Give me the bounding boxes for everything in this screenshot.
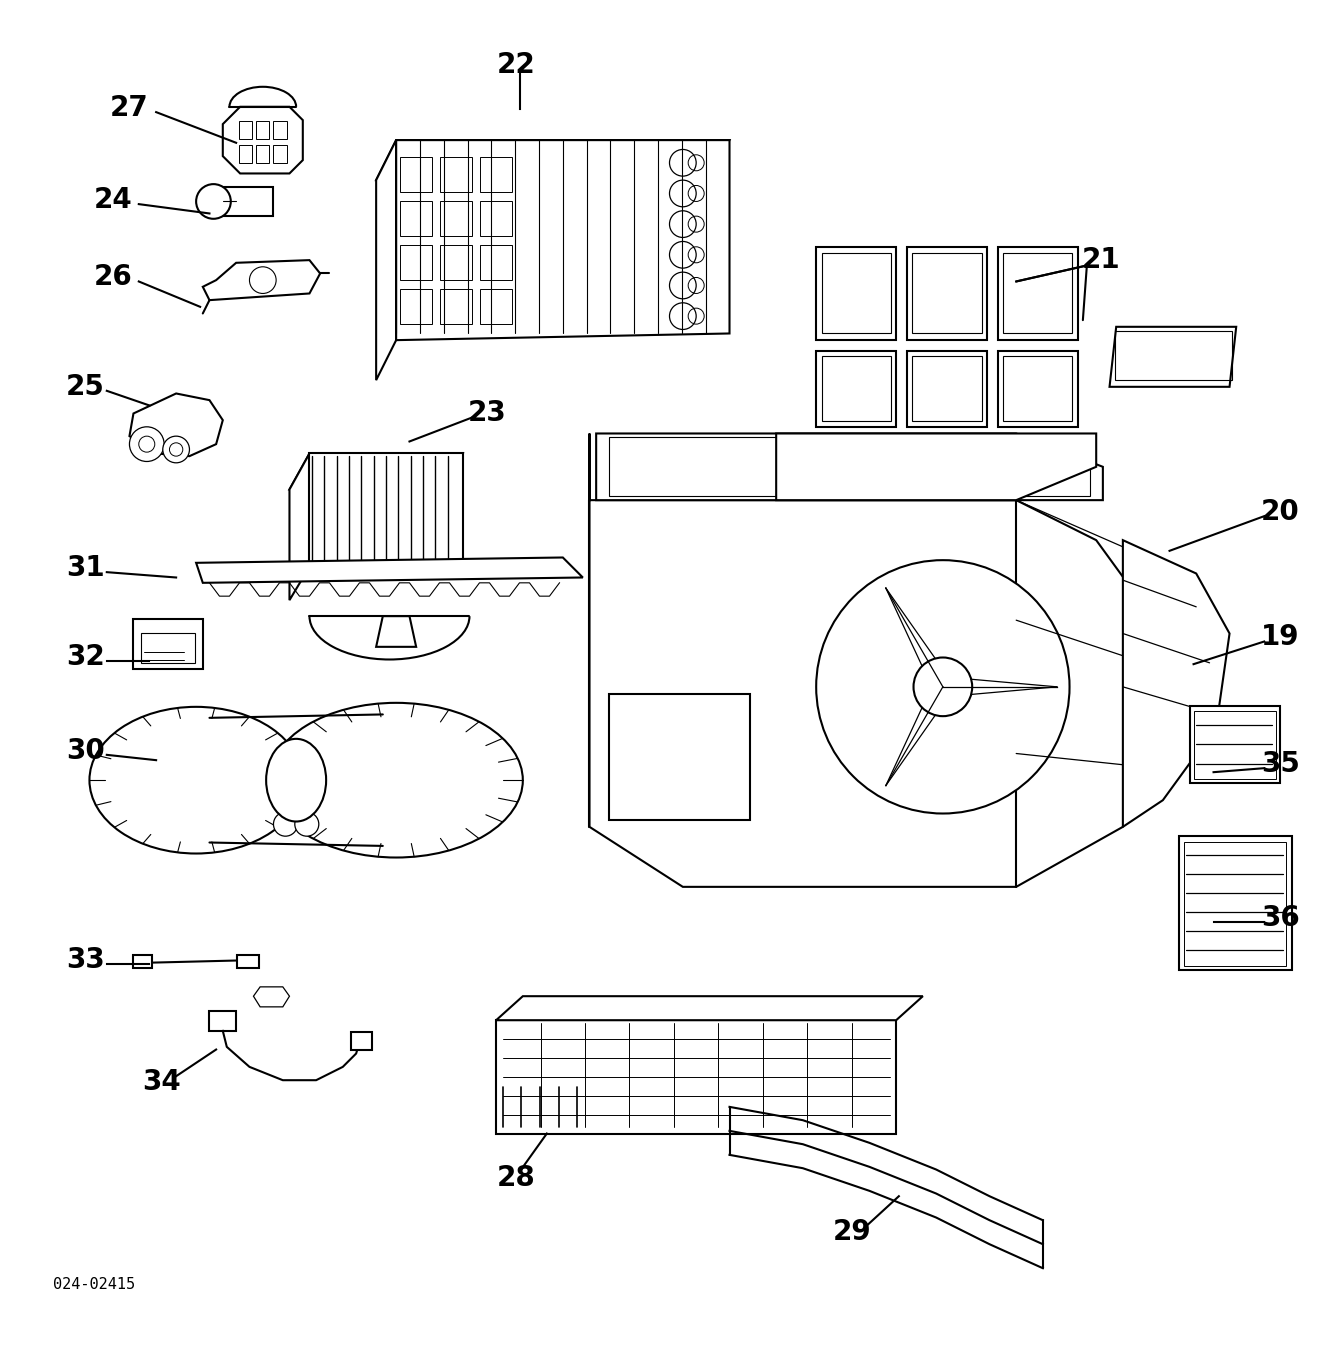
Circle shape: [130, 427, 165, 462]
Text: 024-02415: 024-02415: [54, 1277, 135, 1292]
Bar: [400, 202, 432, 236]
Bar: [912, 356, 981, 422]
Bar: [907, 247, 987, 341]
Bar: [817, 247, 896, 341]
Polygon shape: [596, 434, 1103, 500]
Polygon shape: [497, 997, 923, 1020]
Text: 23: 23: [467, 400, 506, 427]
Bar: [609, 694, 750, 820]
Bar: [1184, 842, 1285, 966]
Circle shape: [170, 443, 183, 457]
Bar: [238, 145, 252, 163]
Polygon shape: [777, 434, 1097, 500]
Polygon shape: [130, 393, 222, 457]
Bar: [400, 290, 432, 325]
Polygon shape: [134, 955, 153, 968]
Bar: [1189, 706, 1280, 783]
Polygon shape: [253, 987, 289, 1006]
Bar: [912, 253, 981, 334]
Text: 34: 34: [142, 1068, 181, 1095]
Circle shape: [249, 267, 276, 294]
Text: 22: 22: [497, 51, 536, 79]
Bar: [998, 350, 1078, 427]
Text: 27: 27: [110, 94, 149, 123]
Bar: [817, 350, 896, 427]
Bar: [481, 290, 511, 325]
Bar: [907, 350, 987, 427]
Ellipse shape: [90, 707, 303, 854]
Text: 26: 26: [94, 264, 133, 291]
Bar: [441, 245, 473, 280]
Circle shape: [913, 657, 972, 717]
Circle shape: [273, 812, 297, 836]
Text: 19: 19: [1261, 624, 1299, 652]
Text: 35: 35: [1261, 750, 1300, 779]
Bar: [441, 158, 473, 193]
Polygon shape: [1123, 540, 1229, 827]
Bar: [441, 290, 473, 325]
Polygon shape: [202, 260, 320, 300]
Polygon shape: [289, 454, 463, 489]
Bar: [998, 247, 1078, 341]
Ellipse shape: [269, 703, 522, 858]
Bar: [238, 121, 252, 139]
Text: 20: 20: [1261, 498, 1300, 527]
Polygon shape: [497, 1020, 896, 1134]
Text: 24: 24: [94, 186, 133, 214]
Text: 21: 21: [1082, 247, 1121, 275]
Polygon shape: [376, 140, 396, 380]
Text: 25: 25: [66, 373, 104, 401]
Bar: [220, 187, 273, 216]
Polygon shape: [195, 558, 582, 583]
Text: 36: 36: [1261, 904, 1300, 932]
Bar: [1193, 711, 1276, 779]
Polygon shape: [376, 140, 730, 180]
Polygon shape: [237, 955, 258, 968]
Bar: [400, 245, 432, 280]
Polygon shape: [222, 106, 303, 174]
Bar: [351, 1032, 372, 1049]
Bar: [609, 438, 1090, 496]
Bar: [481, 158, 511, 193]
Bar: [134, 618, 202, 669]
Bar: [822, 253, 890, 334]
Bar: [441, 202, 473, 236]
Polygon shape: [309, 454, 463, 567]
Circle shape: [195, 185, 230, 218]
Bar: [1115, 331, 1232, 380]
Bar: [822, 356, 890, 422]
Bar: [1003, 253, 1073, 334]
Bar: [142, 633, 194, 663]
Text: 29: 29: [833, 1218, 872, 1246]
Text: 30: 30: [66, 737, 104, 765]
Polygon shape: [396, 140, 730, 341]
Bar: [273, 145, 287, 163]
Bar: [481, 202, 511, 236]
Bar: [400, 158, 432, 193]
Text: 28: 28: [497, 1164, 536, 1192]
Polygon shape: [589, 434, 1162, 886]
Polygon shape: [289, 454, 309, 601]
Bar: [481, 245, 511, 280]
Bar: [256, 121, 269, 139]
Text: 33: 33: [66, 946, 104, 974]
Bar: [1003, 356, 1073, 422]
Bar: [256, 145, 269, 163]
Circle shape: [163, 436, 189, 463]
Circle shape: [139, 436, 155, 453]
Text: 32: 32: [66, 644, 104, 672]
Bar: [1178, 836, 1292, 970]
Polygon shape: [1110, 327, 1236, 387]
Ellipse shape: [266, 740, 327, 822]
Bar: [209, 1010, 236, 1030]
Polygon shape: [376, 616, 416, 647]
Circle shape: [817, 560, 1070, 814]
Bar: [273, 121, 287, 139]
Text: 31: 31: [66, 554, 104, 582]
Circle shape: [295, 812, 319, 836]
